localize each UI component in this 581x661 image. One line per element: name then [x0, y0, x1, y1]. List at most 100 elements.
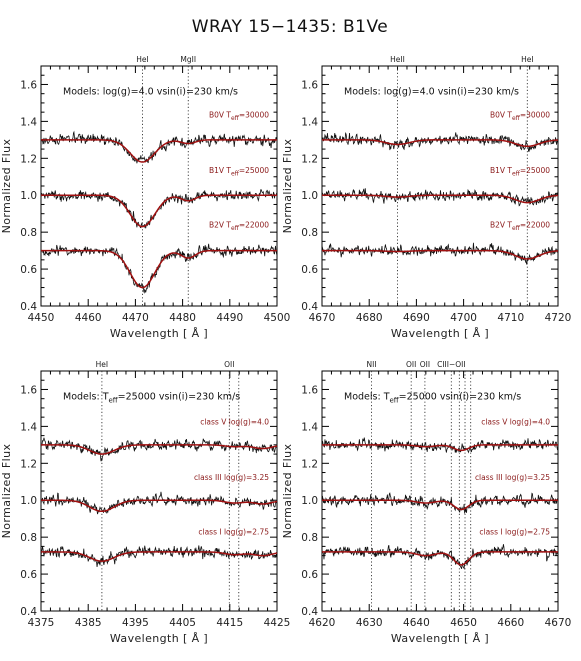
model-spectrum-line — [322, 444, 558, 452]
model-spectrum-line — [41, 194, 277, 228]
reference-line-label: OII — [406, 360, 416, 369]
x-tick-label: 4620 — [309, 617, 336, 629]
panel-bottom-right: 4620 4630 4640 4650 4660 4670 0.4 0.6 0.8 1.0 1.2 1… — [281, 360, 571, 645]
model-label: B0V Teff=30000 — [490, 111, 550, 123]
model-label: class III log(g)=3.25 — [475, 473, 550, 482]
model-spectrum-line — [41, 249, 277, 289]
x-tick-label: 4670 — [545, 617, 572, 629]
model-spectrum-line — [322, 551, 558, 566]
x-tick-label: 4680 — [356, 312, 383, 324]
y-tick-label: 1.4 — [20, 116, 37, 128]
y-tick-label: 1.2 — [20, 153, 37, 165]
observed-spectrum-line — [321, 437, 559, 454]
observed-spectrum-line — [321, 492, 559, 515]
annotation-text: Models: log(g)=4.0 vsin(i)=230 km/s — [63, 87, 238, 98]
x-tick-label: 4450 — [28, 312, 55, 324]
y-tick-label: 0.6 — [301, 569, 318, 581]
plot-frame — [321, 65, 559, 307]
model-label-text: B0V T — [490, 111, 512, 120]
observed-spectrum-line — [321, 131, 559, 153]
y-tick-label: 1.0 — [20, 190, 37, 202]
model-spectrum-line — [41, 444, 278, 455]
x-tick-label: 4480 — [169, 312, 196, 324]
y-tick-label: 1.0 — [301, 190, 318, 202]
model-label-text: B1V T — [490, 166, 512, 175]
y-tick-label: 1.0 — [20, 495, 37, 507]
model-label: B2V Teff=22000 — [209, 221, 269, 233]
plot-frame — [40, 65, 278, 307]
reference-line-label: HeI — [136, 55, 148, 64]
x-tick-label: 4660 — [497, 617, 524, 629]
y-tick-label: 1.4 — [301, 421, 318, 433]
plot-frame — [321, 370, 559, 612]
model-label-text: class I log(g)=2.75 — [198, 527, 269, 536]
panel-bottom-left: 4375 4385 4395 4405 4415 4425 0.4 0.6 0.8 1.0 1.2 1… — [0, 360, 290, 645]
model-label: class I log(g)=2.75 — [479, 527, 550, 536]
reference-line-label: CIII−OII — [437, 360, 465, 369]
model-label-subscript: eff — [512, 115, 521, 122]
observed-spectrum-line — [321, 544, 559, 570]
x-tick-label: 4385 — [75, 617, 102, 629]
model-label-value: =25000 — [239, 166, 269, 175]
model-label-subscript: eff — [231, 115, 240, 122]
x-tick-label: 4710 — [497, 312, 524, 324]
x-tick-label: 4425 — [264, 617, 291, 629]
model-label-value: =30000 — [239, 111, 269, 120]
model-label-text: class III log(g)=3.25 — [475, 473, 550, 482]
model-label: B2V Teff=22000 — [490, 221, 550, 233]
x-tick-label: 4700 — [450, 312, 477, 324]
observed-spectrum-line — [40, 491, 278, 515]
annotation-text: Models: T — [344, 392, 390, 403]
y-tick-label: 1.6 — [301, 384, 318, 396]
plot-frame — [40, 370, 278, 612]
annotation-text: Models: T — [63, 392, 109, 403]
model-label: class III log(g)=3.25 — [194, 473, 269, 482]
x-tick-label: 4630 — [356, 617, 383, 629]
x-tick-label: 4650 — [450, 617, 477, 629]
y-axis-label: Normalized Flux — [0, 444, 13, 539]
x-tick-label: 4375 — [28, 617, 55, 629]
y-tick-label: 0.6 — [20, 569, 37, 581]
model-spectrum-line — [322, 249, 559, 260]
x-tick-label: 4470 — [122, 312, 149, 324]
observed-spectrum-line — [40, 189, 278, 229]
model-label: B0V Teff=30000 — [209, 111, 269, 123]
model-label-text: B2V T — [209, 221, 231, 230]
y-tick-label: 1.0 — [301, 495, 318, 507]
x-axis-label: Wavelength [ Å ] — [391, 327, 489, 340]
x-tick-label: 4500 — [264, 312, 291, 324]
y-axis-label: Normalized Flux — [281, 444, 294, 539]
models-annotation: Models: Teff=25000 vsin(i)=230 km/s — [344, 392, 521, 405]
model-label-subscript: eff — [512, 225, 521, 232]
y-tick-label: 0.8 — [301, 532, 318, 544]
y-tick-label: 0.4 — [301, 606, 318, 618]
x-tick-label: 4720 — [545, 312, 572, 324]
reference-line-label: NII — [367, 360, 377, 369]
y-tick-label: 1.6 — [20, 384, 37, 396]
model-label-text: class V log(g)=4.0 — [200, 418, 269, 427]
model-label-text: B2V T — [490, 221, 512, 230]
model-label: class I log(g)=2.75 — [198, 527, 269, 536]
reference-line-label: HeI — [521, 55, 533, 64]
y-tick-label: 1.6 — [20, 79, 37, 91]
y-tick-label: 1.6 — [301, 79, 318, 91]
y-axis-label: Normalized Flux — [0, 139, 13, 234]
y-tick-label: 1.2 — [20, 458, 37, 470]
y-tick-label: 0.4 — [301, 301, 318, 313]
model-spectrum-line — [41, 551, 278, 562]
model-label-text: class I log(g)=2.75 — [479, 527, 550, 536]
model-spectrum-line — [322, 139, 559, 148]
panel-top-right: 4670 4680 4690 4700 4710 4720 0.4 0.6 0.8 1.0 1.2 1… — [281, 55, 571, 340]
reference-line-label: HeI — [96, 360, 108, 369]
y-tick-label: 0.6 — [20, 264, 37, 276]
reference-line-label: OII — [420, 360, 430, 369]
y-tick-label: 1.4 — [20, 421, 37, 433]
reference-line-label: OII — [224, 360, 234, 369]
model-label-text: class III log(g)=3.25 — [194, 473, 269, 482]
x-tick-label: 4460 — [75, 312, 102, 324]
reference-line-label: HeII — [390, 55, 405, 64]
model-label-value: =30000 — [520, 111, 550, 120]
models-annotation: Models: log(g)=4.0 vsin(i)=230 km/s — [63, 87, 238, 98]
model-label-value: =25000 — [520, 166, 550, 175]
